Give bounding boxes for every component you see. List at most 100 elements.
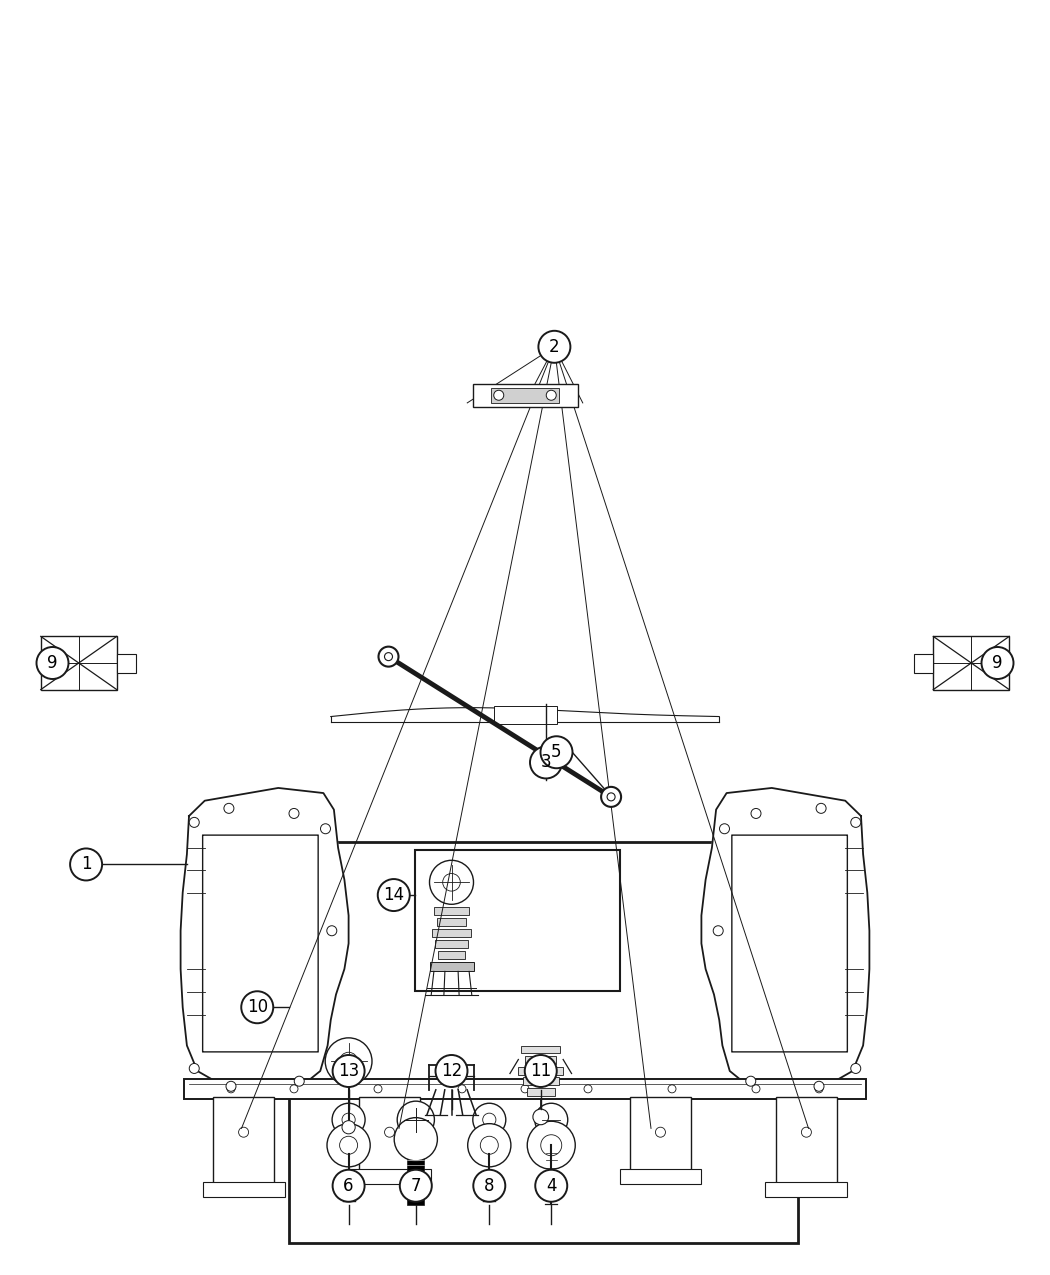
Circle shape <box>801 1127 812 1137</box>
Text: 2: 2 <box>549 338 560 356</box>
Circle shape <box>443 873 460 891</box>
Polygon shape <box>701 788 869 1090</box>
Circle shape <box>290 1085 298 1093</box>
Text: 1: 1 <box>81 856 91 873</box>
Circle shape <box>327 926 337 936</box>
Bar <box>349 1169 430 1184</box>
Circle shape <box>333 1169 364 1202</box>
Circle shape <box>474 1169 505 1202</box>
Circle shape <box>227 1085 235 1093</box>
Bar <box>184 1079 866 1099</box>
Bar <box>203 1182 285 1197</box>
Bar <box>429 961 474 972</box>
Circle shape <box>189 1063 200 1074</box>
Circle shape <box>374 1085 382 1093</box>
Circle shape <box>242 991 273 1024</box>
Circle shape <box>436 1054 467 1088</box>
Circle shape <box>339 1052 358 1070</box>
Circle shape <box>607 793 615 801</box>
Circle shape <box>816 803 826 813</box>
Bar <box>765 1182 847 1197</box>
Circle shape <box>378 646 399 667</box>
Circle shape <box>668 1085 676 1093</box>
Text: 3: 3 <box>541 754 551 771</box>
Bar <box>437 918 466 926</box>
Circle shape <box>751 808 761 819</box>
Circle shape <box>525 1054 556 1088</box>
Bar <box>525 1056 556 1063</box>
Circle shape <box>467 1123 511 1167</box>
Text: 14: 14 <box>383 886 404 904</box>
Circle shape <box>746 1076 756 1086</box>
Circle shape <box>536 1169 567 1202</box>
Circle shape <box>189 817 200 827</box>
Circle shape <box>333 1054 364 1088</box>
Text: 11: 11 <box>530 1062 551 1080</box>
Bar <box>407 1140 424 1205</box>
Circle shape <box>480 1136 499 1154</box>
Text: 9: 9 <box>992 654 1003 672</box>
Circle shape <box>339 1136 358 1154</box>
Text: 5: 5 <box>551 743 562 761</box>
Bar <box>933 636 1009 690</box>
Circle shape <box>719 824 730 834</box>
Polygon shape <box>181 788 349 1090</box>
Circle shape <box>224 803 234 813</box>
Circle shape <box>326 1038 372 1085</box>
Text: 9: 9 <box>47 654 58 672</box>
Bar <box>776 1096 837 1192</box>
Bar <box>117 654 135 672</box>
Text: 12: 12 <box>441 1062 462 1080</box>
Circle shape <box>37 646 68 680</box>
Circle shape <box>294 1076 304 1086</box>
Bar <box>438 950 465 959</box>
Circle shape <box>458 1085 466 1093</box>
Circle shape <box>384 653 393 660</box>
Bar <box>359 1096 420 1179</box>
Text: 8: 8 <box>484 1177 495 1195</box>
Bar <box>620 1169 701 1184</box>
Circle shape <box>289 808 299 819</box>
Circle shape <box>601 787 622 807</box>
Circle shape <box>394 1118 438 1160</box>
Bar <box>527 1088 554 1096</box>
Bar <box>915 654 933 672</box>
Circle shape <box>378 878 410 912</box>
Text: 6: 6 <box>343 1177 354 1195</box>
Circle shape <box>539 330 570 363</box>
Circle shape <box>342 1113 355 1126</box>
Bar <box>519 1067 563 1075</box>
Circle shape <box>546 390 556 400</box>
Bar <box>41 636 117 690</box>
Bar <box>213 1096 274 1192</box>
Circle shape <box>320 824 331 834</box>
Circle shape <box>815 1085 823 1093</box>
Circle shape <box>521 1085 529 1093</box>
Circle shape <box>397 1102 435 1139</box>
Circle shape <box>400 1169 432 1202</box>
Text: 4: 4 <box>546 1177 556 1195</box>
Circle shape <box>850 1063 861 1074</box>
Circle shape <box>584 1085 592 1093</box>
Text: 13: 13 <box>338 1062 359 1080</box>
FancyBboxPatch shape <box>203 835 318 1052</box>
Circle shape <box>814 1081 824 1091</box>
Circle shape <box>533 1109 548 1125</box>
Bar <box>521 1046 561 1053</box>
Bar <box>432 928 471 937</box>
Bar <box>289 842 798 1243</box>
Circle shape <box>534 1103 568 1136</box>
Circle shape <box>472 1103 506 1136</box>
Bar <box>630 1096 691 1179</box>
Bar <box>491 388 559 403</box>
Circle shape <box>384 1127 395 1137</box>
Bar <box>523 1077 559 1085</box>
Circle shape <box>530 746 562 779</box>
Text: 7: 7 <box>411 1177 421 1195</box>
Circle shape <box>655 1127 666 1137</box>
Circle shape <box>541 736 572 769</box>
Circle shape <box>752 1085 760 1093</box>
Text: 10: 10 <box>247 998 268 1016</box>
Circle shape <box>713 926 723 936</box>
Circle shape <box>226 1081 236 1091</box>
